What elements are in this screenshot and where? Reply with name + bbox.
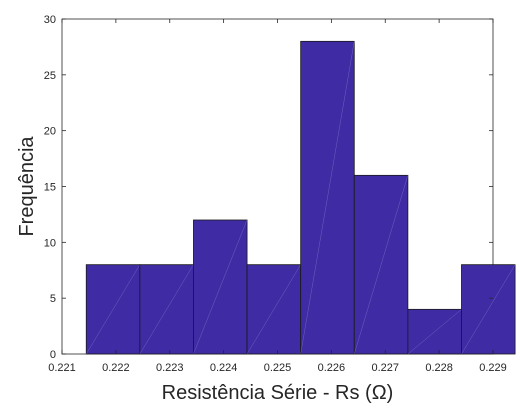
x-tick-label: 0.222 <box>102 362 130 374</box>
y-axis: 0 5 10 15 20 25 30 <box>44 14 493 361</box>
x-axis: 0.221 0.222 0.223 0.224 0.225 0.226 0.227 0.228… <box>48 19 507 374</box>
y-tick-label: 0 <box>50 349 56 361</box>
histogram-bar <box>139 264 194 355</box>
x-tick-label: 0.226 <box>318 362 346 374</box>
y-tick-label: 30 <box>44 14 56 26</box>
x-tick-label: 0.229 <box>479 362 507 374</box>
x-tick-label: 0.224 <box>210 362 238 374</box>
y-tick-label: 15 <box>44 182 56 194</box>
x-tick-label: 0.223 <box>156 362 184 374</box>
histogram-bar <box>300 40 355 355</box>
histogram-bar <box>353 174 409 355</box>
histogram-bar <box>407 308 462 355</box>
y-axis-title: Frequência <box>16 136 38 237</box>
x-tick-label: 0.225 <box>264 362 292 374</box>
y-tick-label: 20 <box>44 126 56 138</box>
x-tick-label: 0.221 <box>48 362 76 374</box>
y-tick-label: 5 <box>50 293 56 305</box>
histogram-bar <box>85 264 141 355</box>
x-tick-label: 0.227 <box>371 362 399 374</box>
histogram-bar <box>461 264 516 355</box>
x-axis-title: Resistência Série - Rs (Ω) <box>162 382 394 404</box>
y-tick-label: 10 <box>44 237 56 249</box>
x-tick-label: 0.228 <box>425 362 453 374</box>
histogram-bar <box>246 264 302 355</box>
bars <box>85 40 516 355</box>
y-tick-label: 25 <box>44 70 56 82</box>
histogram-bar <box>193 219 248 355</box>
